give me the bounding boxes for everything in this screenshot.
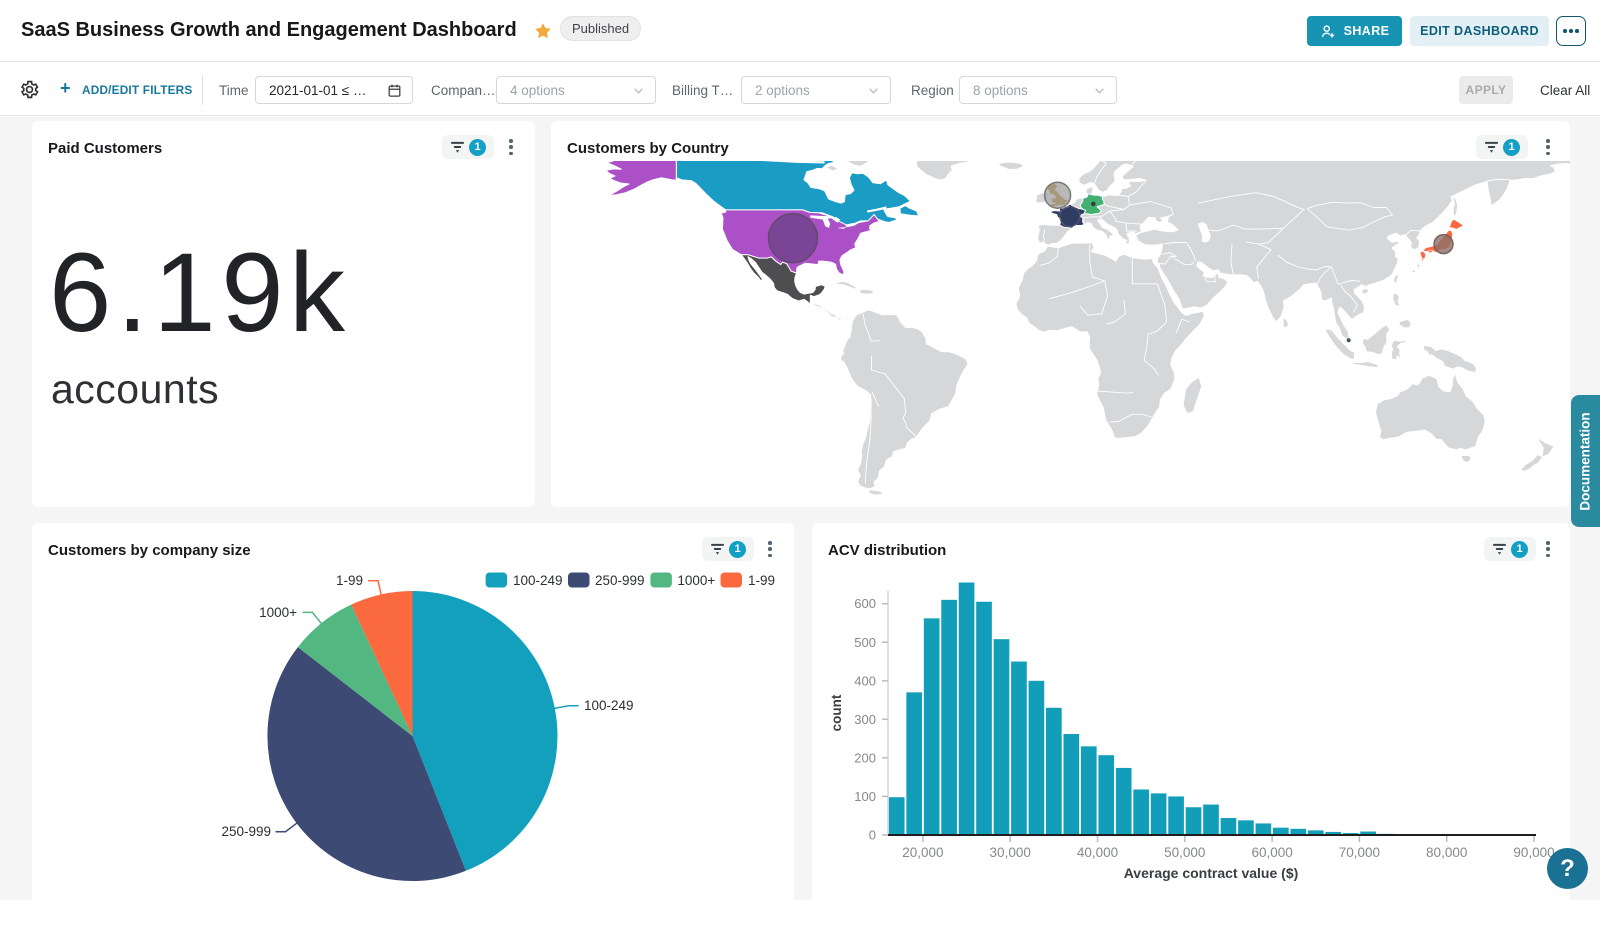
svg-text:80,000: 80,000 [1426, 845, 1467, 860]
svg-text:1-99: 1-99 [336, 573, 363, 588]
svg-text:1-99: 1-99 [748, 573, 775, 588]
svg-text:0: 0 [869, 828, 876, 843]
svg-text:Average contract value ($): Average contract value ($) [1124, 865, 1299, 881]
svg-text:300: 300 [854, 712, 876, 727]
svg-text:250-999: 250-999 [221, 824, 271, 839]
svg-text:50,000: 50,000 [1164, 845, 1205, 860]
svg-text:600: 600 [854, 596, 876, 611]
svg-text:count: count [829, 694, 844, 731]
svg-text:60,000: 60,000 [1251, 845, 1292, 860]
svg-text:100-249: 100-249 [584, 698, 634, 713]
svg-text:200: 200 [854, 750, 876, 765]
svg-text:500: 500 [854, 635, 876, 650]
svg-text:30,000: 30,000 [990, 845, 1031, 860]
svg-text:400: 400 [854, 673, 876, 688]
svg-text:20,000: 20,000 [902, 845, 943, 860]
svg-text:100-249: 100-249 [513, 573, 563, 588]
svg-text:100: 100 [854, 789, 876, 804]
svg-text:40,000: 40,000 [1077, 845, 1118, 860]
svg-text:70,000: 70,000 [1339, 845, 1380, 860]
svg-text:250-999: 250-999 [595, 573, 645, 588]
svg-text:1000+: 1000+ [677, 573, 715, 588]
svg-text:1000+: 1000+ [259, 605, 297, 620]
svg-text:90,000: 90,000 [1513, 845, 1554, 860]
